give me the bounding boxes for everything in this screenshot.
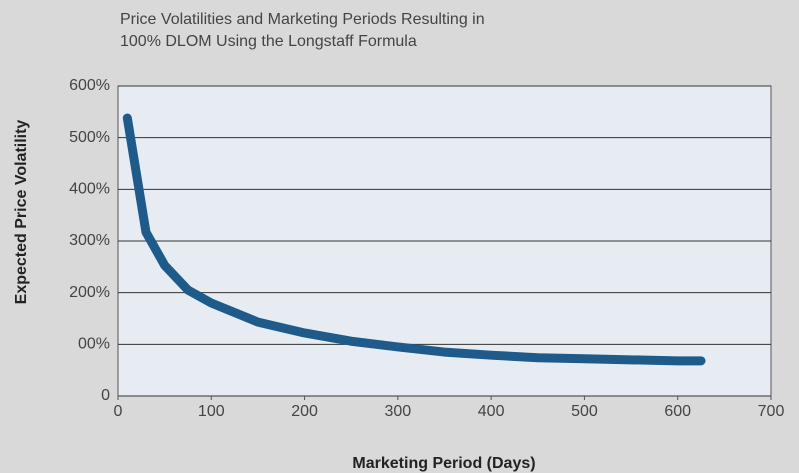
x-tick-label: 300	[385, 403, 412, 420]
x-tick-label: 500	[571, 403, 598, 420]
line-series	[122, 113, 706, 366]
y-tick-label: 600%	[69, 77, 110, 94]
chart-title: Price Volatilities and Marketing Periods…	[120, 11, 485, 28]
x-tick-label: 400	[478, 403, 505, 420]
x-tick-label: 0	[114, 403, 123, 420]
y-tick-label: 200%	[69, 284, 110, 301]
chart-title: 100% DLOM Using the Longstaff Formula	[120, 33, 417, 50]
x-tick-label: 200	[291, 403, 318, 420]
x-axis-label: Marketing Period (Days)	[352, 455, 535, 472]
y-tick-label: 0	[101, 387, 110, 404]
x-tick-label: 700	[758, 403, 785, 420]
y-tick-label: 500%	[69, 129, 110, 146]
y-tick-label: 400%	[69, 181, 110, 198]
y-tick-label: 00%	[78, 336, 110, 353]
x-tick-label: 600	[664, 403, 691, 420]
y-axis-label: Expected Price Volatility	[13, 120, 30, 305]
y-tick-label: 300%	[69, 232, 110, 249]
x-tick-label: 100	[198, 403, 225, 420]
